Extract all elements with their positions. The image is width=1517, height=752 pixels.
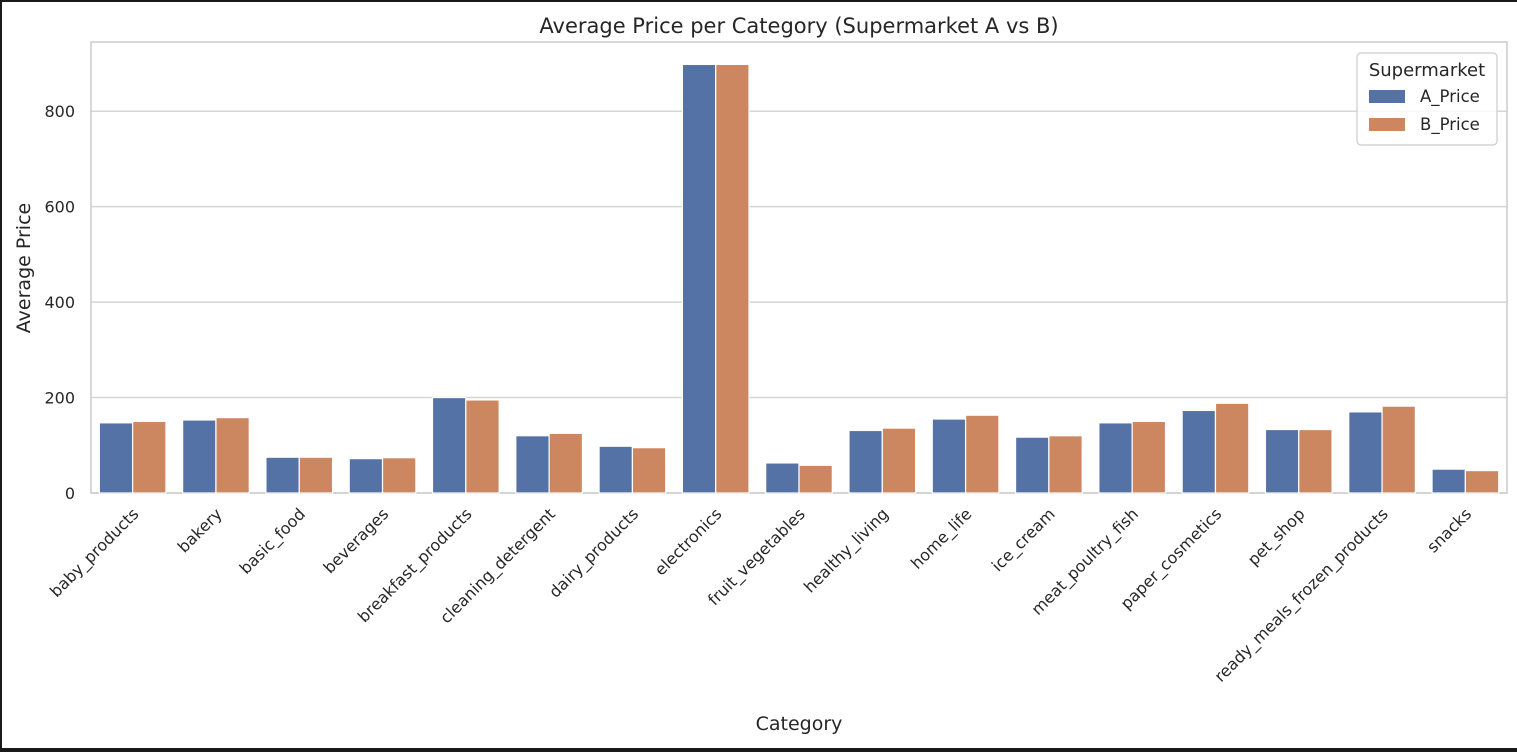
bar-A_Price-basic_food xyxy=(265,456,300,494)
legend-swatch xyxy=(1369,118,1405,131)
bar-A_Price-breakfast_products xyxy=(431,396,467,494)
legend-swatch xyxy=(1369,90,1405,103)
bar-B_Price-bakery xyxy=(215,416,250,494)
bar-B_Price-basic_food xyxy=(298,456,334,494)
bar-B_Price-breakfast_products xyxy=(465,399,500,494)
x-tick-label: baby_products xyxy=(46,504,143,601)
bar-A_Price-electronics xyxy=(681,63,717,494)
bar-A_Price-ice_cream xyxy=(1014,436,1050,494)
plot-area-frame xyxy=(90,41,1508,494)
x-tick-label: snacks xyxy=(1423,504,1475,556)
x-tick-label: dairy_products xyxy=(545,504,643,602)
legend: Supermarket A_Price B_Price xyxy=(1356,52,1498,146)
x-tick-label: pet_shop xyxy=(1244,504,1310,570)
x-axis-label: Category xyxy=(756,713,843,735)
x-tick-label: ready_meals_frozen_products xyxy=(1211,504,1393,686)
y-axis-label: Average Price xyxy=(13,203,35,333)
bar-B_Price-cleaning_detergent xyxy=(548,432,584,494)
bar-A_Price-pet_shop xyxy=(1264,428,1300,494)
bar-A_Price-dairy_products xyxy=(598,445,634,494)
x-tick-label: beverages xyxy=(320,504,393,577)
bar-A_Price-ready_meals_frozen_products xyxy=(1348,411,1383,494)
bar-B_Price-meat_poultry_fish xyxy=(1131,420,1167,494)
bar-A_Price-snacks xyxy=(1431,468,1466,494)
bar-B_Price-home_life xyxy=(964,414,1000,494)
x-tick-label: home_life xyxy=(907,504,976,573)
y-tick-label: 800 xyxy=(44,102,75,121)
x-tick-label: ice_cream xyxy=(988,504,1060,576)
bar-A_Price-beverages xyxy=(348,458,384,494)
bar-B_Price-paper_cosmetics xyxy=(1214,402,1250,494)
y-tick-label: 600 xyxy=(44,198,75,217)
legend-title: Supermarket xyxy=(1369,60,1485,81)
bar-A_Price-meat_poultry_fish xyxy=(1098,422,1133,494)
bar-A_Price-home_life xyxy=(931,418,967,494)
x-tick-label: bakery xyxy=(174,504,226,556)
x-tick-label: electronics xyxy=(651,504,726,579)
x-tick-labels: baby_products bakery basic_food beveragesbr… xyxy=(46,504,1475,686)
legend-label: B_Price xyxy=(1420,115,1480,135)
legend-label: A_Price xyxy=(1420,87,1480,107)
bar-B_Price-dairy_products xyxy=(631,447,667,494)
y-tick-labels: 0 200 400 600 800 xyxy=(44,102,75,503)
bar-B_Price-fruit_vegetables xyxy=(798,464,833,494)
bar-B_Price-pet_shop xyxy=(1298,428,1333,494)
chart-title: Average Price per Category (Supermarket … xyxy=(539,14,1058,38)
x-tick-label: basic_food xyxy=(236,504,310,578)
x-tick-label: healthy_living xyxy=(800,504,893,597)
bar-B_Price-ready_meals_frozen_products xyxy=(1381,405,1416,494)
bar-A_Price-baby_products xyxy=(98,422,134,494)
bar-A_Price-cleaning_detergent xyxy=(515,435,550,494)
bar-B_Price-electronics xyxy=(715,63,750,494)
bar-B_Price-healthy_living xyxy=(881,427,917,494)
bar-A_Price-healthy_living xyxy=(848,429,883,494)
bar-A_Price-bakery xyxy=(182,419,217,494)
bars xyxy=(98,63,1500,494)
y-tick-label: 400 xyxy=(44,293,75,312)
bar-B_Price-ice_cream xyxy=(1048,435,1083,494)
y-tick-label: 0 xyxy=(65,484,75,503)
bar-A_Price-fruit_vegetables xyxy=(765,462,800,494)
bar-B_Price-baby_products xyxy=(132,420,167,494)
bar-A_Price-paper_cosmetics xyxy=(1181,409,1217,494)
y-tick-label: 200 xyxy=(44,389,75,408)
bar-B_Price-beverages xyxy=(381,457,417,494)
bar-B_Price-snacks xyxy=(1464,469,1500,494)
